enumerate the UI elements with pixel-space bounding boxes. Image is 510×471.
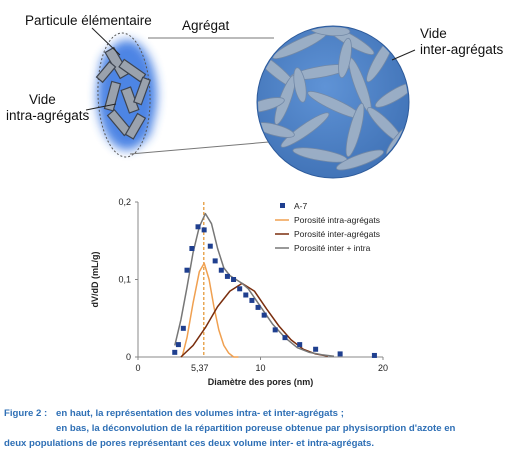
y-tick-label: 0 <box>126 352 131 362</box>
legend-entry: A-7 <box>294 201 308 211</box>
aggregate-rod-particle <box>293 67 307 103</box>
aggregate-rod-particle <box>374 82 408 108</box>
caption-line-3: deux populations de pores représentant c… <box>4 438 374 449</box>
data-point <box>243 292 249 298</box>
pore-distribution-chart: 0 0,1 0,2 0 10 20 Diamètre des pores (nm) dV/dD… <box>90 197 388 387</box>
data-point <box>189 246 195 251</box>
legend-entry: Porosité intra-agrégats <box>294 215 380 225</box>
data-point <box>255 304 261 310</box>
caption-figure-label: Figure 2 : <box>4 408 48 419</box>
intra-void-pointer <box>85 103 117 111</box>
particle-label: Particule élémentaire <box>25 13 152 28</box>
aggregate-rod-particle <box>338 37 352 79</box>
series-line <box>180 282 329 358</box>
x-tick-label: 0 <box>135 363 140 373</box>
data-point <box>172 349 178 355</box>
y-tick-label: 0,2 <box>118 197 131 207</box>
data-point <box>207 243 213 249</box>
figure-caption: Figure 2 : en haut, la représentation de… <box>4 406 506 451</box>
data-point <box>218 267 224 273</box>
aggregate-label: Agrégat <box>182 18 230 33</box>
data-point <box>201 227 207 233</box>
data-point <box>249 297 255 303</box>
data-point <box>297 342 303 348</box>
legend-swatch <box>280 203 285 208</box>
aggregate-rod-particle <box>336 149 384 171</box>
legend-entry: Porosité inter-agrégats <box>294 229 380 239</box>
data-point <box>261 312 267 318</box>
intra-void-label-line1: Vide <box>29 92 56 107</box>
aggregate-diagram <box>85 25 416 179</box>
series-line <box>181 262 239 358</box>
aggregate-rod-particle <box>280 112 330 148</box>
inter-void-pointer <box>391 49 416 61</box>
data-point <box>195 224 201 230</box>
particle-pointer <box>91 27 121 56</box>
data-point <box>237 286 243 292</box>
caption-line-1: en haut, la représentation des volumes i… <box>56 408 344 419</box>
x-axis-label: Diamètre des pores (nm) <box>208 377 314 387</box>
x-tick-label: 10 <box>255 363 265 373</box>
intra-void-label-line2: intra-agrégats <box>6 108 90 123</box>
y-axis-label: dV/dD (mL/g) <box>90 252 100 308</box>
data-point <box>371 352 377 358</box>
data-point <box>180 325 186 331</box>
data-point <box>337 351 343 357</box>
data-point <box>231 277 237 282</box>
data-point <box>175 342 181 348</box>
legend-entry: Porosité inter + intra <box>294 243 371 253</box>
elementary-particles <box>95 46 151 140</box>
inter-void-label-line2: inter-agrégats <box>420 42 504 57</box>
aggregate-sphere <box>256 25 410 179</box>
y-tick-label: 0,1 <box>118 275 131 285</box>
cluster-dotted-outline <box>97 32 151 158</box>
data-point <box>184 267 190 273</box>
inter-void-label-line1: Vide <box>420 26 447 41</box>
data-point <box>272 327 278 333</box>
data-point <box>282 335 288 341</box>
peak-marker-label: 5,37 <box>191 363 209 373</box>
aggregate-rod-particle <box>258 97 285 113</box>
caption-line-2: en bas, la déconvolution de la répartiti… <box>56 423 456 434</box>
data-point <box>224 273 230 279</box>
aggregate-rod-particle <box>345 102 365 158</box>
aggregate-rod-particle <box>258 122 295 138</box>
data-point <box>313 346 319 352</box>
connector-line-bottom <box>129 139 293 155</box>
data-point <box>212 258 218 264</box>
x-tick-label: 20 <box>378 363 388 373</box>
